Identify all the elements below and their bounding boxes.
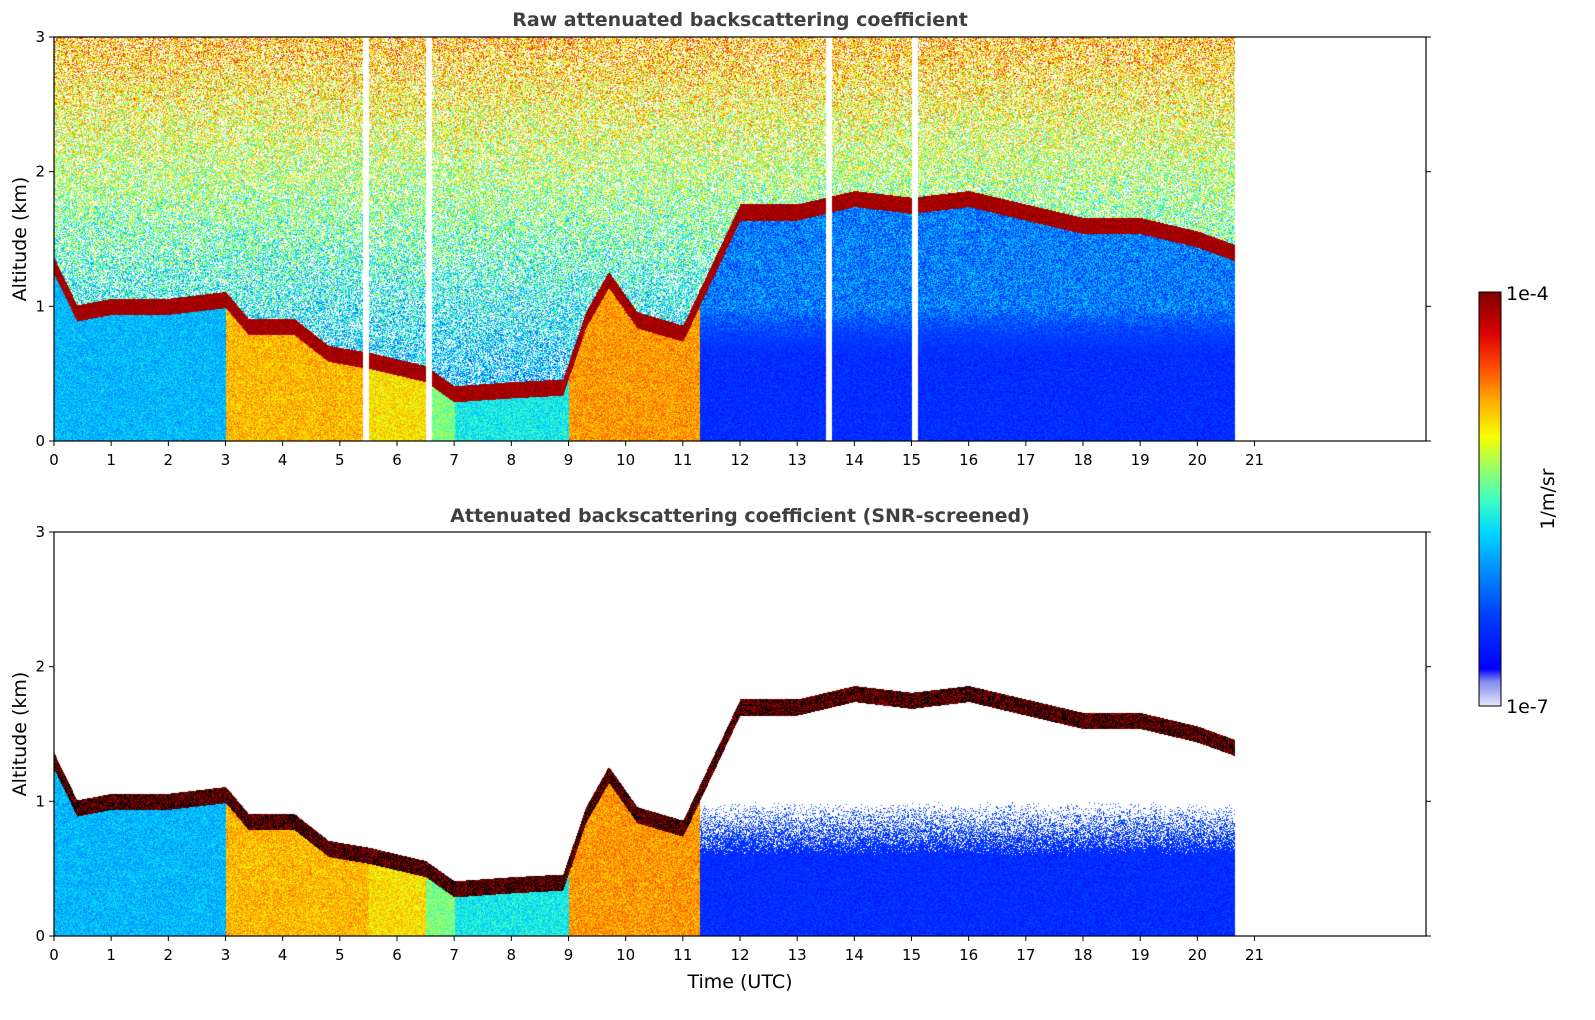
colorbar: 1e-4 1e-7 1/m/sr (1478, 283, 1559, 718)
panel-title: Attenuated backscattering coefficient (S… (450, 505, 1030, 527)
x-tick-label: 12 (730, 451, 749, 469)
x-tick-label: 8 (507, 451, 517, 469)
x-tick-label: 16 (959, 946, 978, 964)
x-tick-label: 3 (221, 946, 231, 964)
x-tick-label: 3 (221, 451, 231, 469)
x-tick-label: 18 (1073, 946, 1092, 964)
x-tick-label: 15 (902, 451, 921, 469)
backscatter-heatmap (54, 532, 1426, 936)
y-axis-label: Altitude (km) (9, 177, 31, 302)
y-axis-label: Altitude (km) (9, 672, 31, 797)
colorbar-max-label: 1e-4 (1506, 283, 1549, 305)
x-tick-label: 12 (730, 946, 749, 964)
x-tick-label: 7 (449, 946, 459, 964)
x-tick-label: 18 (1073, 451, 1092, 469)
x-tick-label: 14 (845, 451, 864, 469)
y-tick-label: 1 (35, 297, 45, 315)
x-tick-label: 13 (788, 451, 807, 469)
x-tick-label: 1 (106, 451, 116, 469)
x-tick-label: 10 (616, 946, 635, 964)
x-tick-label: 13 (788, 946, 807, 964)
x-tick-label: 19 (1131, 946, 1150, 964)
backscatter-heatmap (54, 37, 1426, 441)
x-tick-label: 10 (616, 451, 635, 469)
y-tick-label: 2 (35, 658, 45, 676)
x-axis: 0 1 2 3 4 5 6 7 8 9 10 11 12 13 14 15 16 17 18 19 20 21 (49, 441, 1264, 469)
chart-panel-raw: Raw attenuated backscattering coefficien… (9, 9, 1431, 469)
x-tick-label: 17 (1016, 946, 1035, 964)
x-tick-label: 17 (1016, 451, 1035, 469)
x-tick-label: 16 (959, 451, 978, 469)
x-tick-label: 19 (1131, 451, 1150, 469)
x-tick-label: 5 (335, 946, 345, 964)
colorbar-label: 1/m/sr (1537, 468, 1559, 529)
x-tick-label: 5 (335, 451, 345, 469)
x-tick-label: 2 (164, 451, 174, 469)
x-tick-label: 6 (392, 946, 402, 964)
x-tick-label: 4 (278, 946, 288, 964)
panel-title: Raw attenuated backscattering coefficien… (512, 9, 968, 31)
y-tick-label: 2 (35, 163, 45, 181)
x-tick-label: 4 (278, 451, 288, 469)
x-tick-label: 1 (106, 946, 116, 964)
x-tick-label: 0 (49, 451, 59, 469)
colorbar-gradient (1478, 291, 1502, 707)
y-tick-label: 1 (35, 792, 45, 810)
x-tick-label: 14 (845, 946, 864, 964)
x-tick-label: 7 (449, 451, 459, 469)
x-tick-label: 11 (673, 451, 692, 469)
x-tick-label: 21 (1245, 451, 1264, 469)
x-tick-label: 20 (1188, 451, 1207, 469)
x-tick-label: 9 (564, 451, 574, 469)
x-axis-label: Time (UTC) (686, 971, 792, 993)
x-tick-label: 2 (164, 946, 174, 964)
y-tick-label: 3 (35, 28, 45, 46)
y-tick-label: 0 (35, 927, 45, 945)
y-axis: 0 1 2 3 (35, 523, 1431, 945)
colorbar-min-label: 1e-7 (1506, 696, 1549, 718)
y-axis: 0 1 2 3 (35, 28, 1431, 450)
x-tick-label: 8 (507, 946, 517, 964)
x-tick-label: 9 (564, 946, 574, 964)
heatmap-raster (54, 37, 1426, 441)
x-tick-label: 21 (1245, 946, 1264, 964)
x-axis: 0 1 2 3 4 5 6 7 8 9 10 11 12 13 14 15 16 17 18 19 20 21 (49, 936, 1264, 964)
x-tick-label: 6 (392, 451, 402, 469)
chart-panel-screened: Attenuated backscattering coefficient (S… (9, 505, 1431, 993)
x-tick-label: 15 (902, 946, 921, 964)
x-tick-label: 11 (673, 946, 692, 964)
y-tick-label: 0 (35, 432, 45, 450)
y-tick-label: 3 (35, 523, 45, 541)
x-tick-label: 0 (49, 946, 59, 964)
heatmap-raster (54, 532, 1426, 936)
x-tick-label: 20 (1188, 946, 1207, 964)
